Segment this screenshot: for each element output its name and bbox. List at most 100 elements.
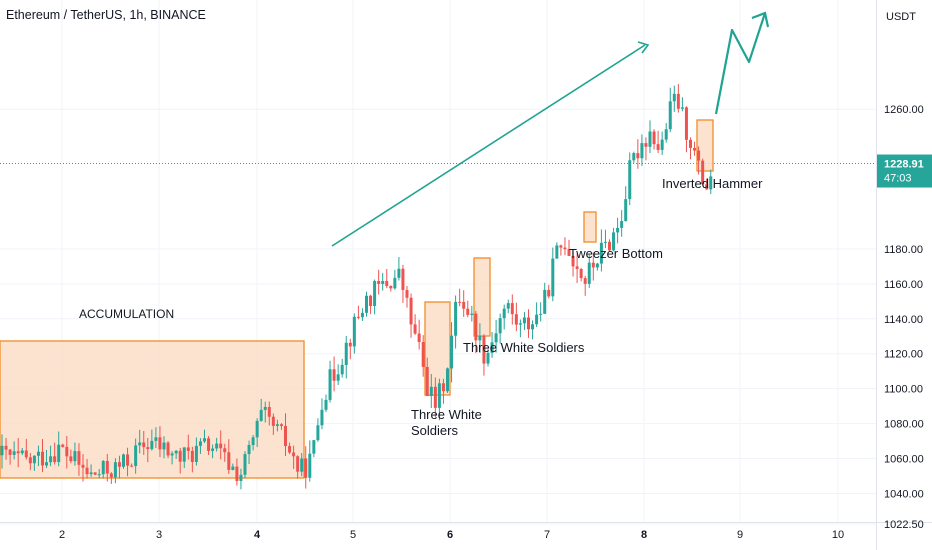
candle-body (441, 383, 445, 392)
candles (0, 84, 713, 490)
candle-body (142, 442, 146, 448)
x-tick-label: 6 (447, 529, 453, 541)
candle-body (166, 442, 170, 456)
y-tick-label: 1100.00 (884, 384, 923, 396)
candle-body (235, 466, 239, 481)
candle-body (122, 454, 125, 467)
candle-body (709, 176, 713, 190)
candle-body (591, 262, 595, 268)
candle-body (547, 289, 551, 297)
candle-body (275, 424, 279, 426)
chart-title: Ethereum / TetherUS, 1h, BINANCE (6, 8, 206, 22)
candle-body (689, 139, 692, 148)
candle-body (97, 474, 101, 476)
trend-line (331, 44, 646, 247)
candle-body (401, 268, 405, 290)
candle-body (49, 456, 53, 463)
y-tick-label: 1080.00 (884, 419, 924, 431)
candle-body (518, 323, 522, 325)
candle-body (697, 150, 701, 161)
candle-body (203, 438, 206, 442)
candle-body (223, 448, 227, 453)
annotation-label: Inverted Hammer (662, 176, 763, 191)
candle-body (599, 242, 603, 264)
candle-body (57, 444, 61, 463)
candle-body (352, 316, 356, 347)
candle-body (527, 317, 530, 330)
candle-body (409, 297, 413, 325)
candle-body (535, 314, 539, 325)
candle-body (182, 447, 186, 462)
candle-body (608, 241, 611, 251)
pattern-box (583, 211, 597, 243)
time-axis: 2 3 4 5 6 7 8 9 10 (59, 529, 844, 541)
candle-body (85, 467, 89, 475)
y-tick-label: 1040.00 (884, 488, 924, 500)
candle-body (53, 456, 57, 463)
candle-body (304, 458, 308, 478)
candle-body (126, 454, 130, 466)
candle-body (134, 445, 138, 467)
candle-body (332, 369, 336, 381)
candle-body (312, 440, 316, 454)
candle-body (320, 409, 324, 426)
candle-body (81, 464, 85, 468)
y-tick-label: 1180.00 (884, 244, 923, 256)
candle-body (239, 474, 243, 481)
candle-body (162, 442, 166, 450)
candle-body (267, 406, 271, 417)
candle-body (437, 383, 441, 408)
candle-body (555, 245, 559, 259)
candle-body (486, 352, 490, 364)
candle-body (397, 268, 401, 278)
y-tick-label: 1260.00 (884, 104, 924, 116)
candle-body (389, 285, 393, 289)
candle-body (243, 454, 247, 475)
candle-body (405, 289, 409, 298)
candle-body (227, 452, 231, 470)
candle-body (186, 447, 190, 451)
candle-body (579, 268, 583, 279)
candle-body (482, 335, 486, 364)
pattern-boxes (0, 119, 714, 479)
candle-body (24, 450, 28, 458)
candle-body (207, 438, 211, 451)
candle-body (336, 374, 340, 381)
projection-arrowhead (751, 11, 770, 28)
candle-body (522, 317, 526, 324)
candle-body (559, 245, 563, 248)
candle-body (421, 342, 425, 367)
x-tick-label: 7 (544, 529, 550, 541)
candle-body (271, 416, 275, 426)
candle-body (284, 426, 287, 447)
candle-body (466, 308, 470, 315)
candle-body (510, 303, 514, 315)
candle-body (288, 446, 292, 453)
candle-body (324, 399, 328, 410)
x-tick-label: 4 (254, 529, 261, 541)
candle-body (506, 303, 510, 309)
candle-body (701, 160, 705, 185)
candle-body (567, 249, 571, 256)
candle-body (308, 453, 312, 478)
candle-body (158, 437, 162, 450)
projection-path (714, 12, 767, 115)
trend-arrowhead (637, 41, 650, 54)
candle-body (170, 453, 174, 456)
annotation-label: Tweezer Bottom (569, 246, 663, 261)
candle-body (251, 437, 255, 446)
candle-body (300, 458, 304, 472)
y-tick-label: 1120.00 (884, 349, 923, 361)
candle-body (117, 462, 121, 467)
candle-body (373, 281, 377, 307)
candle-body (433, 386, 437, 408)
candle-body (644, 143, 648, 147)
candle-body (474, 313, 478, 341)
candle-body (146, 447, 150, 450)
y-tick-label: 1160.00 (884, 279, 923, 291)
candle-body (340, 364, 344, 375)
candle-body (45, 462, 49, 466)
candle-body (684, 107, 688, 140)
annotation-label: Three White Soldiers (463, 340, 585, 355)
